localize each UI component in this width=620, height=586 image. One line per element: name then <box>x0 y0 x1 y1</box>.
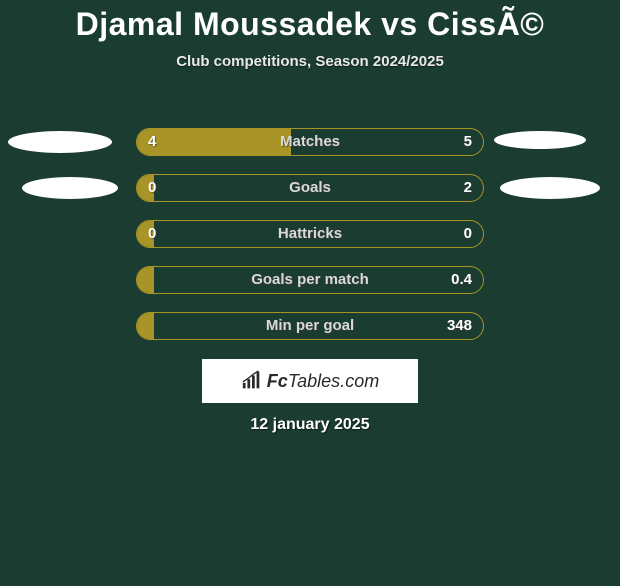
right-ellipse <box>494 131 586 149</box>
bar-chart-icon <box>241 370 263 392</box>
bar-label: Goals per match <box>136 266 484 294</box>
date-label: 12 january 2025 <box>0 416 620 434</box>
left-ellipse <box>8 131 112 153</box>
bar-label: Matches <box>136 128 484 156</box>
stat-row: 45Matches <box>0 128 620 156</box>
right-ellipse <box>500 177 600 199</box>
stats-rows: 45Matches 02Goals 00Hattricks 0.4Goals per … <box>0 128 620 358</box>
page-title: Djamal Moussadek vs CissÃ© <box>0 6 620 43</box>
logo-text: FcTables.com <box>267 371 379 392</box>
stat-row: 348Min per goal <box>0 312 620 340</box>
stat-row: 0.4Goals per match <box>0 266 620 294</box>
logo-prefix: Fc <box>267 371 288 391</box>
page-subtitle: Club competitions, Season 2024/2025 <box>0 53 620 70</box>
bar-label: Min per goal <box>136 312 484 340</box>
logo-suffix: Tables.com <box>288 371 379 391</box>
left-ellipse <box>22 177 118 199</box>
stat-row: 00Hattricks <box>0 220 620 248</box>
bar-label: Hattricks <box>136 220 484 248</box>
site-logo: FcTables.com <box>202 359 418 403</box>
bar-label: Goals <box>136 174 484 202</box>
stat-row: 02Goals <box>0 174 620 202</box>
